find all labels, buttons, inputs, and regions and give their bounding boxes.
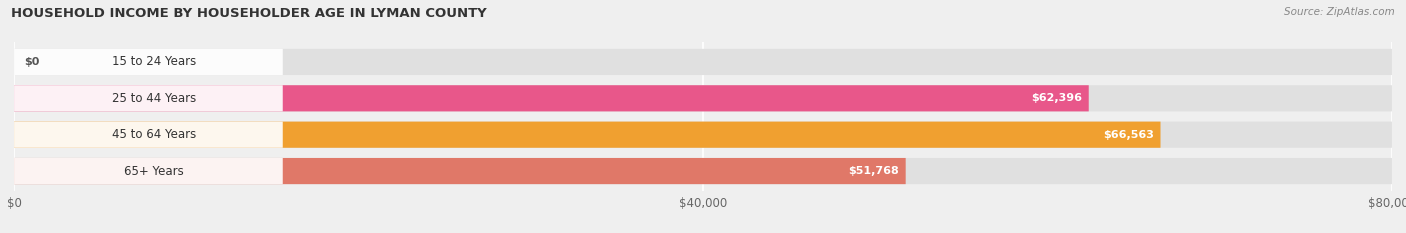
FancyBboxPatch shape: [14, 122, 283, 148]
FancyBboxPatch shape: [14, 158, 283, 184]
Text: 25 to 44 Years: 25 to 44 Years: [111, 92, 195, 105]
Text: Source: ZipAtlas.com: Source: ZipAtlas.com: [1284, 7, 1395, 17]
Text: $62,396: $62,396: [1031, 93, 1081, 103]
FancyBboxPatch shape: [14, 122, 1392, 148]
Text: 15 to 24 Years: 15 to 24 Years: [111, 55, 195, 69]
Text: HOUSEHOLD INCOME BY HOUSEHOLDER AGE IN LYMAN COUNTY: HOUSEHOLD INCOME BY HOUSEHOLDER AGE IN L…: [11, 7, 486, 20]
Text: $0: $0: [24, 57, 39, 67]
FancyBboxPatch shape: [14, 49, 283, 75]
Text: $51,768: $51,768: [848, 166, 898, 176]
FancyBboxPatch shape: [14, 85, 1088, 111]
FancyBboxPatch shape: [14, 85, 1392, 111]
Text: 45 to 64 Years: 45 to 64 Years: [111, 128, 195, 141]
FancyBboxPatch shape: [14, 158, 905, 184]
FancyBboxPatch shape: [14, 122, 1160, 148]
Text: 65+ Years: 65+ Years: [124, 164, 184, 178]
Text: $66,563: $66,563: [1102, 130, 1153, 140]
FancyBboxPatch shape: [14, 85, 283, 111]
FancyBboxPatch shape: [14, 49, 1392, 75]
FancyBboxPatch shape: [14, 158, 1392, 184]
